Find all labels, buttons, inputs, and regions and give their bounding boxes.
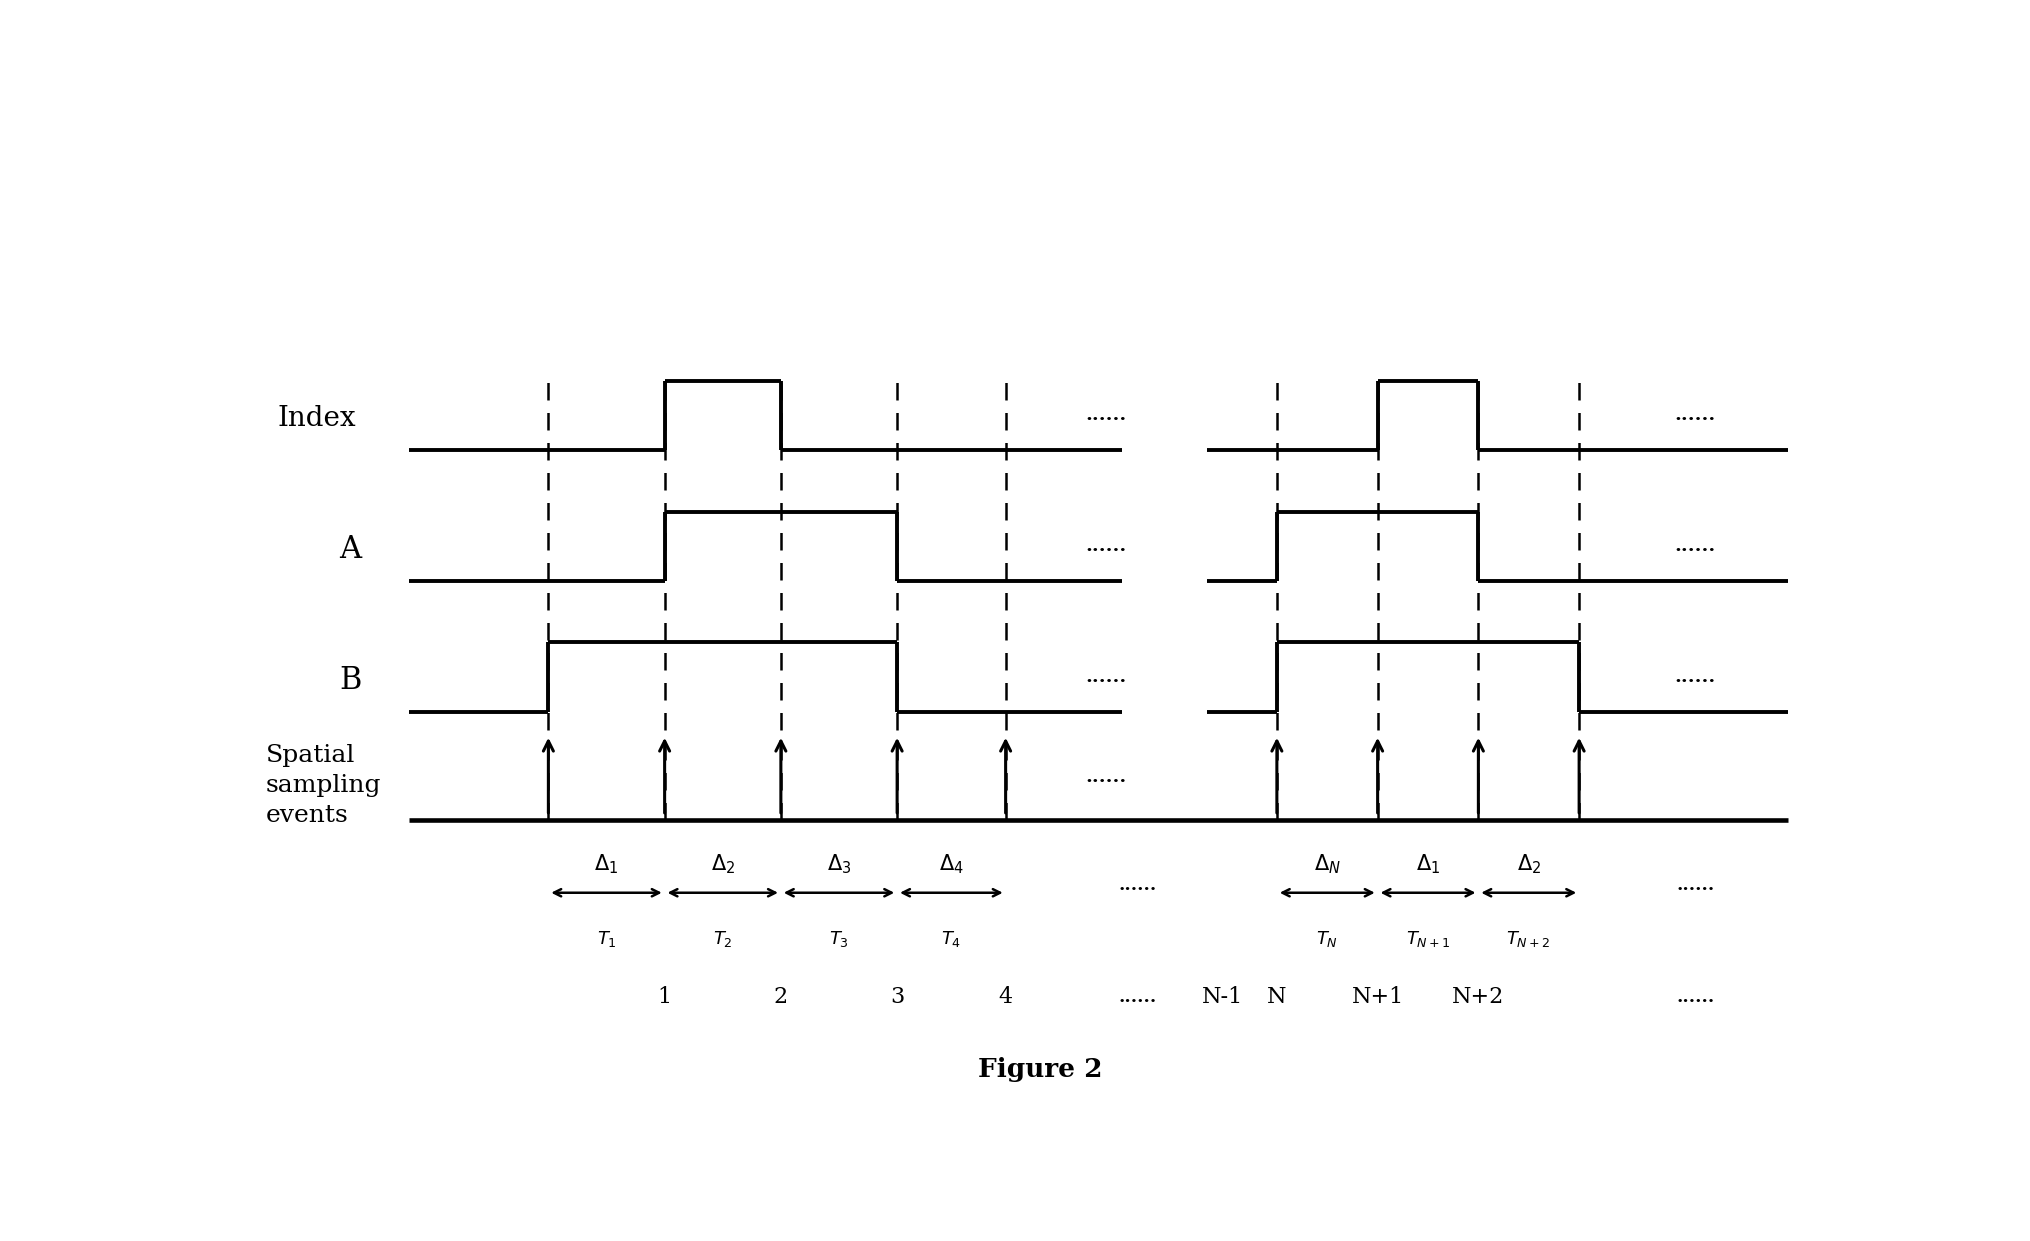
Text: $T_2$: $T_2$ xyxy=(713,930,733,949)
Text: Index: Index xyxy=(276,406,355,432)
Text: 1: 1 xyxy=(658,985,672,1008)
Text: ......: ...... xyxy=(1119,876,1155,894)
Text: B: B xyxy=(339,665,361,696)
Text: N-1: N-1 xyxy=(1202,985,1242,1008)
Text: $\Delta_N$: $\Delta_N$ xyxy=(1313,853,1340,876)
Text: Spatial
sampling
events: Spatial sampling events xyxy=(266,745,382,828)
Text: Figure 2: Figure 2 xyxy=(978,1057,1102,1082)
Text: $T_N$: $T_N$ xyxy=(1315,930,1338,949)
Text: $\Delta_3$: $\Delta_3$ xyxy=(826,853,851,876)
Text: $T_4$: $T_4$ xyxy=(940,930,960,949)
Text: ......: ...... xyxy=(1086,537,1127,555)
Text: ......: ...... xyxy=(1675,537,1715,555)
Text: N: N xyxy=(1267,985,1285,1008)
Text: $\Delta_4$: $\Delta_4$ xyxy=(938,853,964,876)
Text: $T_3$: $T_3$ xyxy=(828,930,849,949)
Text: $T_1$: $T_1$ xyxy=(597,930,617,949)
Text: $T_{N+2}$: $T_{N+2}$ xyxy=(1506,930,1551,949)
Text: 4: 4 xyxy=(999,985,1013,1008)
Text: ......: ...... xyxy=(1086,668,1127,686)
Text: ......: ...... xyxy=(1119,988,1155,1005)
Text: N+1: N+1 xyxy=(1350,985,1403,1008)
Text: ......: ...... xyxy=(1675,406,1715,424)
Text: $T_{N+1}$: $T_{N+1}$ xyxy=(1405,930,1449,949)
Text: $\Delta_1$: $\Delta_1$ xyxy=(1415,853,1439,876)
Text: ......: ...... xyxy=(1086,768,1127,787)
Text: 2: 2 xyxy=(773,985,788,1008)
Text: 3: 3 xyxy=(889,985,903,1008)
Text: ......: ...... xyxy=(1675,988,1713,1005)
Text: $\Delta_2$: $\Delta_2$ xyxy=(1516,853,1541,876)
Text: ......: ...... xyxy=(1675,876,1713,894)
Text: $\Delta_2$: $\Delta_2$ xyxy=(710,853,735,876)
Text: A: A xyxy=(339,534,361,565)
Text: ......: ...... xyxy=(1675,668,1715,686)
Text: N+2: N+2 xyxy=(1451,985,1504,1008)
Text: $\Delta_1$: $\Delta_1$ xyxy=(595,853,619,876)
Text: ......: ...... xyxy=(1086,406,1127,424)
